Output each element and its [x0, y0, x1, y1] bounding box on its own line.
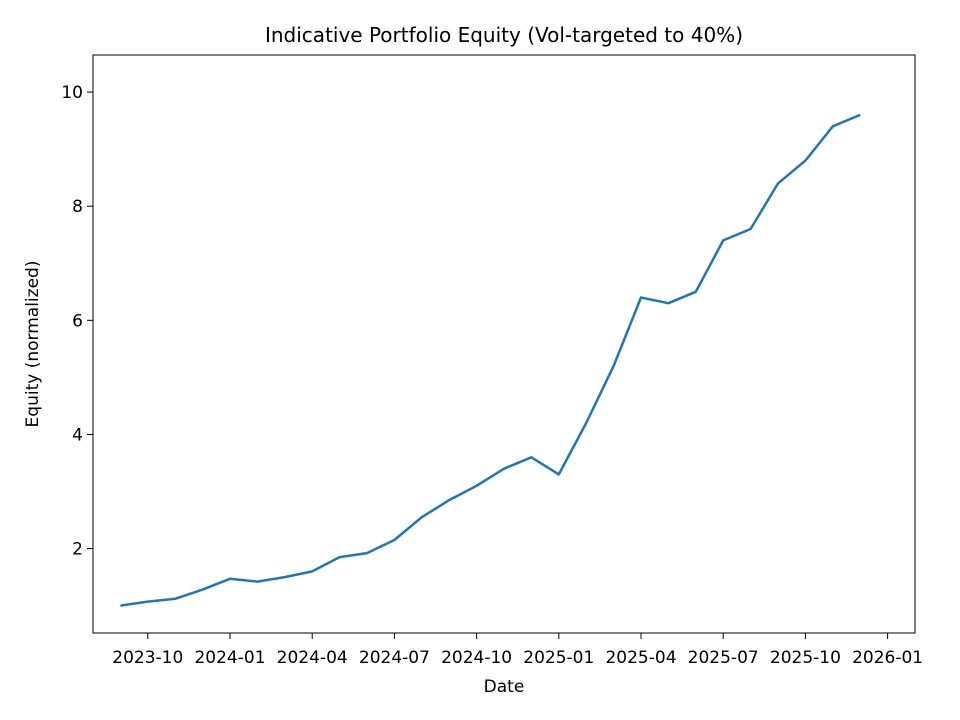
plot-frame: [92, 54, 916, 634]
x-tick-label: 2023-10: [112, 648, 183, 668]
x-tick-label: 2026-01: [852, 648, 923, 668]
x-tick-label: 2024-07: [359, 648, 430, 668]
data-line: [120, 113, 861, 607]
y-tick-label: 6: [72, 311, 83, 331]
y-tick-label: 2: [72, 540, 83, 560]
y-axis-label: Equity (normalized): [23, 261, 43, 428]
x-tick-label: 2025-10: [770, 648, 841, 668]
x-axis-label: Date: [484, 677, 525, 697]
chart-title: Indicative Portfolio Equity (Vol-targete…: [265, 23, 743, 47]
y-tick-label: 4: [72, 425, 83, 445]
x-tick-label: 2025-07: [688, 648, 759, 668]
y-tick-label: 10: [61, 83, 83, 103]
x-tick-label: 2024-01: [194, 648, 265, 668]
x-tick-label: 2025-04: [605, 648, 676, 668]
x-tick-label: 2025-01: [523, 648, 594, 668]
y-tick-label: 8: [72, 197, 83, 217]
x-tick-label: 2024-10: [441, 648, 512, 668]
x-tick-label: 2024-04: [277, 648, 348, 668]
